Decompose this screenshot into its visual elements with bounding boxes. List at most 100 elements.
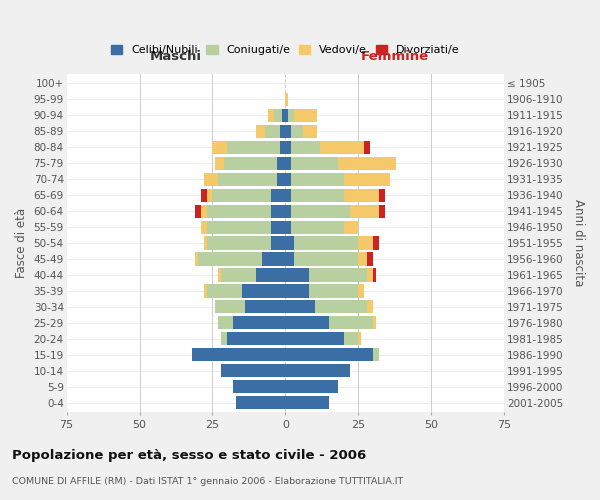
Bar bbox=[291, 124, 303, 138]
Bar bbox=[286, 92, 288, 106]
Bar bbox=[288, 108, 294, 122]
Bar bbox=[350, 204, 379, 218]
Bar bbox=[277, 172, 286, 186]
Bar bbox=[280, 124, 286, 138]
Bar bbox=[286, 220, 291, 234]
Bar bbox=[233, 316, 286, 330]
Text: Popolazione per età, sesso e stato civile - 2006: Popolazione per età, sesso e stato civil… bbox=[12, 450, 366, 462]
Bar bbox=[291, 188, 344, 202]
Bar bbox=[212, 140, 227, 153]
Bar bbox=[201, 204, 206, 218]
Bar bbox=[221, 364, 286, 378]
Y-axis label: Fasce di età: Fasce di età bbox=[15, 208, 28, 278]
Bar bbox=[212, 188, 271, 202]
Bar bbox=[206, 204, 271, 218]
Bar bbox=[379, 204, 385, 218]
Bar bbox=[206, 188, 212, 202]
Bar bbox=[286, 172, 291, 186]
Bar bbox=[271, 220, 286, 234]
Bar bbox=[221, 268, 256, 281]
Bar bbox=[242, 284, 286, 298]
Bar bbox=[286, 236, 294, 250]
Bar bbox=[286, 284, 308, 298]
Bar bbox=[367, 300, 373, 314]
Bar bbox=[308, 284, 358, 298]
Bar bbox=[344, 172, 391, 186]
Bar bbox=[358, 236, 373, 250]
Bar bbox=[286, 108, 288, 122]
Legend: Celibi/Nubili, Coniugati/e, Vedovi/e, Divorziati/e: Celibi/Nubili, Coniugati/e, Vedovi/e, Di… bbox=[107, 40, 464, 60]
Bar bbox=[192, 348, 286, 362]
Bar bbox=[203, 172, 218, 186]
Y-axis label: Anni di nascita: Anni di nascita bbox=[572, 200, 585, 286]
Bar bbox=[286, 348, 373, 362]
Bar bbox=[291, 220, 344, 234]
Bar bbox=[294, 252, 358, 266]
Bar bbox=[227, 140, 280, 153]
Bar bbox=[373, 316, 376, 330]
Bar bbox=[291, 172, 344, 186]
Bar bbox=[358, 284, 364, 298]
Bar bbox=[203, 284, 206, 298]
Bar bbox=[358, 252, 367, 266]
Bar bbox=[283, 108, 286, 122]
Bar bbox=[367, 252, 373, 266]
Bar bbox=[271, 188, 286, 202]
Bar bbox=[206, 236, 271, 250]
Bar bbox=[344, 188, 379, 202]
Bar bbox=[286, 316, 329, 330]
Bar bbox=[373, 268, 376, 281]
Bar bbox=[218, 172, 277, 186]
Bar bbox=[265, 124, 280, 138]
Bar bbox=[195, 252, 198, 266]
Bar bbox=[198, 252, 262, 266]
Bar bbox=[277, 156, 286, 170]
Bar bbox=[286, 268, 308, 281]
Bar bbox=[201, 188, 206, 202]
Bar bbox=[294, 108, 317, 122]
Bar bbox=[286, 156, 291, 170]
Bar bbox=[245, 300, 286, 314]
Text: COMUNE DI AFFILE (RM) - Dati ISTAT 1° gennaio 2006 - Elaborazione TUTTITALIA.IT: COMUNE DI AFFILE (RM) - Dati ISTAT 1° ge… bbox=[12, 477, 403, 486]
Bar bbox=[221, 332, 227, 345]
Bar bbox=[367, 268, 373, 281]
Bar bbox=[218, 268, 221, 281]
Bar bbox=[286, 124, 291, 138]
Bar bbox=[286, 204, 291, 218]
Bar bbox=[373, 348, 379, 362]
Bar bbox=[358, 332, 361, 345]
Bar bbox=[379, 188, 385, 202]
Bar bbox=[286, 300, 314, 314]
Bar bbox=[373, 236, 379, 250]
Bar bbox=[236, 396, 286, 409]
Bar bbox=[320, 140, 364, 153]
Bar bbox=[195, 204, 201, 218]
Bar bbox=[201, 220, 206, 234]
Bar bbox=[215, 156, 224, 170]
Bar bbox=[286, 396, 329, 409]
Bar bbox=[227, 332, 286, 345]
Text: Maschi: Maschi bbox=[150, 50, 202, 62]
Bar bbox=[286, 188, 291, 202]
Bar bbox=[364, 140, 370, 153]
Bar bbox=[286, 380, 338, 394]
Bar bbox=[344, 332, 358, 345]
Bar bbox=[308, 268, 367, 281]
Bar bbox=[286, 252, 294, 266]
Bar bbox=[271, 236, 286, 250]
Bar bbox=[256, 268, 286, 281]
Bar bbox=[262, 252, 286, 266]
Bar bbox=[206, 220, 271, 234]
Text: Femmine: Femmine bbox=[361, 50, 429, 62]
Bar bbox=[344, 220, 358, 234]
Bar bbox=[291, 140, 320, 153]
Bar bbox=[314, 300, 367, 314]
Bar bbox=[203, 236, 206, 250]
Bar bbox=[280, 140, 286, 153]
Bar bbox=[274, 108, 283, 122]
Bar bbox=[291, 156, 338, 170]
Bar bbox=[294, 236, 358, 250]
Bar bbox=[233, 380, 286, 394]
Bar bbox=[215, 300, 245, 314]
Bar bbox=[291, 204, 350, 218]
